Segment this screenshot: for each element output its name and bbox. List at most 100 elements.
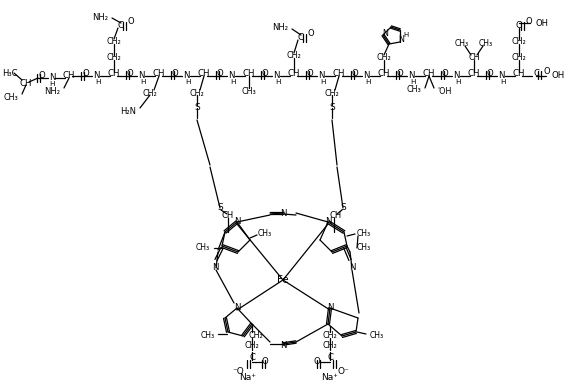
Text: O⁻: O⁻ xyxy=(338,366,350,376)
Text: CH₃: CH₃ xyxy=(370,330,384,340)
Text: N: N xyxy=(228,71,234,81)
Text: C: C xyxy=(533,69,539,78)
Text: H: H xyxy=(404,32,409,38)
Text: CH₃: CH₃ xyxy=(357,244,371,252)
Text: N: N xyxy=(349,264,355,273)
Text: N: N xyxy=(49,73,55,83)
Text: O: O xyxy=(352,68,359,78)
Text: CH: CH xyxy=(330,210,342,220)
Text: O: O xyxy=(127,68,133,78)
Text: N: N xyxy=(280,340,286,349)
Text: C: C xyxy=(327,352,333,362)
Text: CH₃: CH₃ xyxy=(201,330,215,340)
Text: H: H xyxy=(140,79,146,85)
Text: N: N xyxy=(280,208,286,217)
Text: O: O xyxy=(526,17,532,27)
Text: S: S xyxy=(329,103,335,112)
Text: H: H xyxy=(455,79,461,85)
Text: CH₂: CH₂ xyxy=(107,37,121,46)
Text: O: O xyxy=(39,71,46,81)
Text: H: H xyxy=(320,79,325,85)
Text: O: O xyxy=(83,69,89,78)
Text: H: H xyxy=(230,79,236,85)
Text: CH: CH xyxy=(513,69,525,78)
Text: NH₂: NH₂ xyxy=(44,86,60,95)
Text: N: N xyxy=(327,303,333,313)
Text: CH₃: CH₃ xyxy=(479,39,493,47)
Text: CH₂: CH₂ xyxy=(249,330,263,340)
Text: Na⁺: Na⁺ xyxy=(239,374,256,383)
Text: CH₃: CH₃ xyxy=(242,86,256,95)
Text: O: O xyxy=(262,357,268,366)
Text: N: N xyxy=(382,29,388,39)
Text: N: N xyxy=(183,71,189,81)
Text: ⁻O: ⁻O xyxy=(232,366,244,376)
Text: CH: CH xyxy=(108,69,120,78)
Text: CH: CH xyxy=(288,69,300,78)
Text: H: H xyxy=(275,79,281,85)
Text: CH₃: CH₃ xyxy=(455,39,469,47)
Text: 'OH: 'OH xyxy=(437,86,451,95)
Text: H₃C: H₃C xyxy=(2,68,18,78)
Text: CH: CH xyxy=(63,71,75,81)
Text: CH: CH xyxy=(378,69,390,78)
Text: N: N xyxy=(317,71,324,81)
Text: OH: OH xyxy=(551,71,564,81)
Text: N: N xyxy=(93,71,99,81)
Text: CH₃: CH₃ xyxy=(258,230,272,239)
Text: S: S xyxy=(194,103,200,112)
Text: N: N xyxy=(453,71,459,81)
Text: CH₂: CH₂ xyxy=(190,88,205,98)
Text: CH₂: CH₂ xyxy=(245,342,259,350)
Text: CH: CH xyxy=(153,69,165,78)
Text: H: H xyxy=(95,79,101,85)
Text: NH₂: NH₂ xyxy=(272,22,288,32)
Text: CH₂: CH₂ xyxy=(512,52,526,61)
Text: N: N xyxy=(408,71,414,81)
Text: CH₂: CH₂ xyxy=(287,51,302,59)
Text: CH₃: CH₃ xyxy=(3,93,18,102)
Text: N: N xyxy=(325,217,331,227)
Text: CH: CH xyxy=(423,69,435,78)
Text: CH₂: CH₂ xyxy=(325,88,339,98)
Text: CH₂: CH₂ xyxy=(323,342,337,350)
Text: N: N xyxy=(498,71,504,81)
Text: Na⁺: Na⁺ xyxy=(321,374,339,383)
Text: C: C xyxy=(118,20,124,29)
Text: CH₃: CH₃ xyxy=(357,230,371,239)
Text: O: O xyxy=(543,66,549,76)
Text: N: N xyxy=(234,217,240,227)
Text: O: O xyxy=(217,68,223,78)
Text: CH₂: CH₂ xyxy=(142,88,157,98)
Text: CH: CH xyxy=(243,69,255,78)
Text: CH: CH xyxy=(20,78,32,88)
Text: C: C xyxy=(298,32,304,42)
Text: H₂N: H₂N xyxy=(120,107,136,115)
Text: CH₃: CH₃ xyxy=(196,244,210,252)
Text: O: O xyxy=(262,68,268,78)
Text: O: O xyxy=(128,17,135,27)
Text: H: H xyxy=(365,79,370,85)
Text: CH: CH xyxy=(222,210,234,220)
Text: OH: OH xyxy=(535,19,548,27)
Text: O: O xyxy=(307,68,314,78)
Text: S: S xyxy=(340,203,346,213)
Text: CH: CH xyxy=(468,69,481,78)
Text: Fe: Fe xyxy=(277,275,289,285)
Text: O: O xyxy=(487,68,494,78)
Text: N: N xyxy=(211,264,218,273)
Text: N: N xyxy=(273,71,279,81)
Text: C: C xyxy=(249,352,255,362)
Text: O: O xyxy=(442,68,449,78)
Text: CH: CH xyxy=(198,69,210,78)
Text: N: N xyxy=(138,71,144,81)
Text: O: O xyxy=(308,29,315,39)
Text: O: O xyxy=(397,68,404,78)
Text: CH₂: CH₂ xyxy=(323,330,337,340)
Text: H: H xyxy=(500,79,506,85)
Text: CH₂: CH₂ xyxy=(512,37,526,46)
Text: CH₂: CH₂ xyxy=(377,52,392,61)
Text: C: C xyxy=(516,20,522,29)
Text: N: N xyxy=(234,303,240,313)
Text: N: N xyxy=(398,36,404,44)
